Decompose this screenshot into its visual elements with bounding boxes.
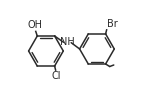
- Text: Cl: Cl: [51, 71, 61, 81]
- Text: OH: OH: [28, 20, 43, 30]
- Text: NH: NH: [60, 37, 74, 47]
- Text: Br: Br: [107, 19, 118, 29]
